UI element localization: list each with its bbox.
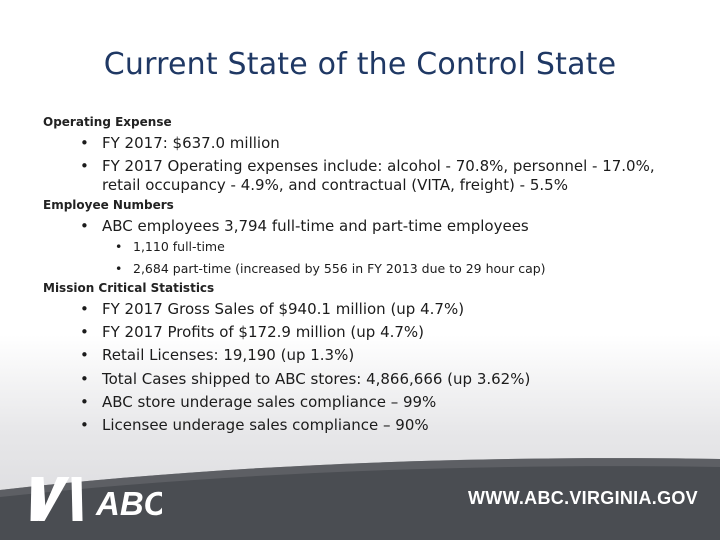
section-label-employee-numbers: Employee Numbers	[43, 198, 174, 212]
bullet-text: Total Cases shipped to ABC stores: 4,866…	[102, 369, 531, 388]
bullet-text: ABC store underage sales compliance – 99…	[102, 392, 437, 411]
list-item: • Retail Licenses: 19,190 (up 1.3%)	[80, 344, 530, 367]
sub-bullet-full-time: • 1,110 full-time	[115, 239, 225, 255]
bullet-dot: •	[80, 369, 89, 388]
logo-a-stroke	[71, 477, 83, 521]
logo-abc-text: ABC	[95, 485, 162, 522]
bullet-dot: •	[80, 346, 89, 365]
bullet-text: FY 2017 Profits of $172.9 million (up 4.…	[102, 323, 425, 342]
bullet-dot: •	[80, 134, 89, 152]
va-abc-logo: ABC	[30, 477, 162, 522]
bullet-text: Licensee underage sales compliance – 90%	[102, 416, 429, 435]
bullet-dot: •	[115, 239, 123, 254]
sub-bullet-part-time: • 2,684 part-time (increased by 556 in FY…	[115, 261, 546, 277]
footer-band-highlight	[0, 458, 720, 497]
logo-v-right	[38, 477, 70, 521]
bullet-text: FY 2017: $637.0 million	[102, 134, 280, 152]
bullet-dot: •	[80, 157, 89, 175]
logo-v-left	[30, 477, 46, 521]
bullet-text: FY 2017 Operating expenses include: alco…	[102, 157, 655, 194]
bullet-dot: •	[80, 416, 89, 435]
list-item: • Licensee underage sales compliance – 90…	[80, 414, 530, 437]
bullet-text: Retail Licenses: 19,190 (up 1.3%)	[102, 346, 355, 365]
website-url: WWW.ABC.VIRGINIA.GOV	[468, 488, 698, 508]
bullet-text: ABC employees 3,794 full-time and part-t…	[102, 217, 529, 235]
bullet-dot: •	[80, 392, 89, 411]
bullet-dot: •	[80, 323, 89, 342]
slide-title: Current State of the Control State	[103, 47, 617, 82]
list-item: • Total Cases shipped to ABC stores: 4,86…	[80, 368, 530, 391]
bullet-text: 1,110 full-time	[133, 239, 225, 254]
bullet-employees: • ABC employees 3,794 full-time and part-…	[80, 217, 720, 236]
va-monogram	[30, 477, 83, 521]
list-item: • ABC store underage sales compliance – 9…	[80, 391, 530, 414]
footer-band	[0, 458, 720, 540]
bullet-dot: •	[80, 217, 89, 235]
section-label-mission-critical: Mission Critical Statistics	[43, 281, 215, 295]
bullet-operating-2: • FY 2017 Operating expenses include: alc…	[80, 157, 692, 195]
bullet-dot: •	[80, 300, 89, 318]
bullet-text: 2,684 part-time (increased by 556 in FY …	[133, 261, 546, 276]
list-item: • FY 2017 Profits of $172.9 million (up 4…	[80, 321, 530, 344]
section-label-operating-expense: Operating Expense	[43, 115, 172, 129]
list-item: • FY 2017 Gross Sales of $940.1 million (…	[80, 298, 530, 321]
mission-bullet-list: • FY 2017 Gross Sales of $940.1 million (…	[80, 298, 530, 437]
bullet-operating-1: • FY 2017: $637.0 million	[80, 134, 720, 153]
bullet-dot: •	[115, 261, 123, 276]
bullet-text: FY 2017 Gross Sales of $940.1 million (u…	[102, 300, 465, 318]
